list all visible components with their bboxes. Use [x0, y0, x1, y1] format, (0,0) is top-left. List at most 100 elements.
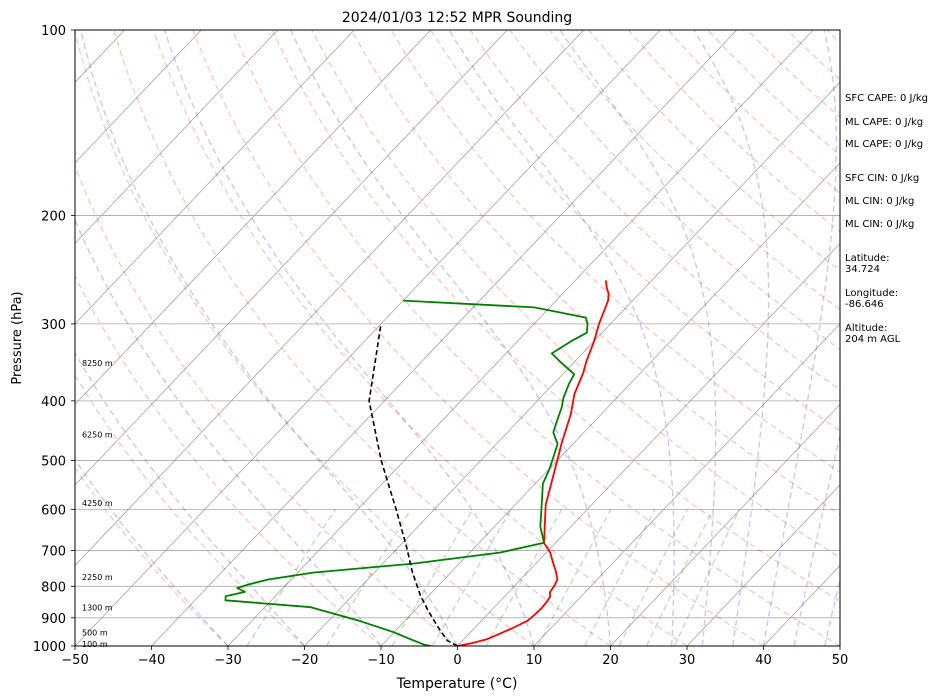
isotherm [457, 242, 840, 646]
height-label: 1300 m [82, 604, 113, 613]
dry-adiabat [390, 30, 840, 474]
moist-adiabat [75, 458, 229, 646]
mixing-ratio-line [431, 508, 512, 646]
isotherm [304, 81, 840, 646]
height-label: 100 m [82, 640, 108, 649]
moist-adiabat [75, 218, 382, 646]
dry-adiabat [469, 30, 840, 391]
moist-adiabat [559, 30, 717, 646]
x-tick-label: −50 [61, 653, 88, 668]
mixing-ratio-line [618, 508, 689, 646]
parcel-path [368, 323, 458, 646]
altitude-label: Altitude: [845, 323, 888, 334]
temperature-profile [457, 280, 610, 646]
mixing-ratio-line [246, 508, 336, 646]
isotherm [533, 323, 840, 646]
isotherm [75, 30, 355, 325]
latitude-value: 34.724 [845, 264, 880, 275]
isotherm [75, 30, 202, 164]
x-tick-label: −20 [291, 653, 318, 668]
height-label: 6250 m [82, 431, 113, 440]
dry-adiabat [75, 164, 458, 646]
height-label: 2250 m [82, 573, 113, 582]
x-tick-label: −40 [138, 653, 165, 668]
moist-adiabat [793, 433, 840, 646]
dewpoint-profile [224, 299, 589, 646]
dry-adiabat [192, 30, 764, 646]
height-label: 8250 m [82, 359, 113, 368]
data-series [224, 280, 610, 646]
dry-adiabat [75, 30, 535, 646]
mixing-ratio-line [673, 508, 740, 646]
x-axis-label: Temperature (°C) [396, 676, 518, 692]
y-tick-label: 200 [41, 209, 66, 224]
moist-adiabat [75, 351, 306, 646]
height-label: 500 m [82, 628, 108, 637]
isotherm [686, 484, 840, 646]
sfc-cin-text: SFC CIN: 0 J/kg [845, 173, 920, 184]
y-tick-label: 600 [41, 503, 66, 518]
x-tick-label: −10 [367, 653, 394, 668]
x-tick-label: −30 [214, 653, 241, 668]
x-axis-ticks: −50 −40 −30 −20 −10 0 10 20 30 40 50 [61, 646, 848, 668]
isotherm [75, 30, 278, 244]
moist-adiabat [762, 30, 837, 646]
dry-adiabat [350, 30, 840, 516]
x-tick-label: 0 [453, 653, 461, 668]
mixing-ratio-line [485, 508, 563, 646]
x-tick-label: 40 [755, 653, 772, 668]
longitude-label: Longitude: [845, 288, 899, 299]
dry-adiabat [430, 30, 840, 432]
altitude-value: 204 m AGL [845, 334, 901, 345]
isotherm [75, 30, 584, 566]
x-tick-label: 50 [832, 653, 849, 668]
y-tick-label: 300 [41, 318, 66, 333]
x-tick-label: 30 [679, 653, 696, 668]
moist-adiabat [163, 30, 535, 646]
dry-adiabat [509, 30, 840, 351]
y-axis-ticks: 100 200 300 400 500 600 700 800 900 1000 [33, 24, 75, 655]
isotherm [380, 162, 840, 646]
moist-adiabat [824, 576, 840, 646]
dry-adiabat [232, 30, 840, 646]
dry-adiabat [113, 30, 611, 646]
y-tick-label: 900 [41, 612, 66, 627]
x-tick-label: 10 [526, 653, 543, 668]
y-tick-label: 100 [41, 24, 66, 39]
mixing-ratio-line [391, 508, 474, 646]
moist-adiabat [448, 30, 675, 646]
mixing-ratio-line [584, 508, 656, 646]
ml-cape-text: ML CAPE: 0 J/kg [845, 117, 924, 128]
ml-cape-text-2: ML CAPE: 0 J/kg [845, 139, 924, 150]
isotherm [75, 30, 661, 646]
y-tick-label: 400 [41, 395, 66, 410]
chart-title: 2024/01/03 12:52 MPR Sounding [342, 10, 572, 26]
dry-adiabat [75, 467, 229, 646]
isotherm [151, 30, 737, 646]
x-tick-label: 20 [602, 653, 619, 668]
mixing-ratio-line [537, 508, 612, 646]
ml-cin-text-2: ML CIN: 0 J/kg [845, 219, 915, 230]
dry-adiabat [152, 30, 688, 646]
moist-adiabat [80, 30, 459, 646]
background-lines [75, 30, 840, 646]
moist-adiabat [693, 30, 770, 646]
mixing-ratio-line [325, 508, 412, 646]
isotherm [75, 30, 431, 405]
ml-cin-text: ML CIN: 0 J/kg [845, 196, 915, 207]
height-label: 4250 m [82, 499, 113, 508]
longitude-value: -86.646 [845, 299, 884, 310]
y-tick-label: 800 [41, 580, 66, 595]
y-tick-label: 700 [41, 545, 66, 560]
dry-adiabat [271, 30, 840, 603]
latitude-label: Latitude: [845, 253, 890, 264]
height-labels: 100 m 500 m 1300 m 2250 m 4250 m 6250 m 8250 m [82, 359, 113, 649]
isotherm [227, 30, 814, 646]
isotherm [610, 403, 840, 646]
isotherm [75, 30, 508, 486]
y-axis-label: Pressure (hPa) [10, 291, 25, 384]
dry-adiabat [311, 30, 840, 559]
y-tick-label: 500 [41, 455, 66, 470]
moist-adiabat [290, 30, 612, 646]
